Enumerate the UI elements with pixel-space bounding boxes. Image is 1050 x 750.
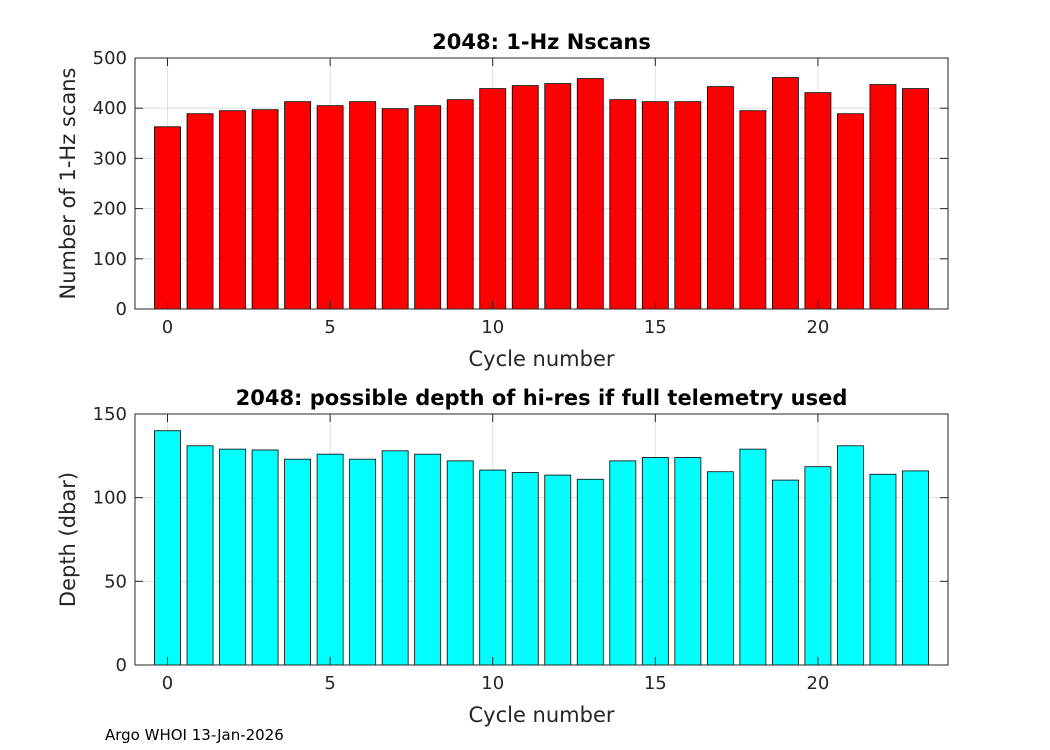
chart2-bar-0 [154,430,181,666]
chart2-bar-6 [349,458,377,666]
chart2-bar-2 [219,448,246,666]
chart2-bar-16 [674,457,702,666]
chart1-bar-8 [414,105,442,310]
chart2-bar-15 [641,457,669,666]
chart1-bar-11 [511,85,539,310]
chart1-bar-4 [284,101,312,310]
chart1-bar-18 [739,110,767,310]
chart1-bar-6 [349,101,377,310]
chart1-y-tick-label: 500 [93,48,127,69]
chart2-bar-9 [446,460,474,666]
chart2-axes-frame [134,413,949,666]
chart1-bar-0 [154,126,181,310]
chart2-bar-8 [414,453,442,666]
chart1-y-tick-label: 400 [93,98,127,119]
chart2-x-tick-label: 10 [481,673,504,694]
chart1-x-axis-label: Cycle number [468,347,614,371]
chart1-bar-5 [316,105,344,310]
chart1-bar-2 [219,110,246,310]
chart2-x-tick-label: 5 [324,673,335,694]
chart2-y-tick-label: 0 [116,655,127,676]
footer-text: Argo WHOI 13-Jan-2026 [105,726,284,744]
chart1-bar-17 [706,86,734,310]
chart2-bar-1 [186,445,214,666]
chart2-y-tick-label: 150 [93,404,127,425]
chart1-bar-23 [902,88,929,310]
chart2-bar-17 [706,471,734,666]
chart2-bar-22 [869,473,897,666]
chart2-y-axis-label: Depth (dbar) [56,472,80,607]
chart2-bar-18 [739,448,767,666]
chart2-bar-7 [381,450,409,666]
chart1-bar-12 [544,83,572,310]
chart2-x-axis-label: Cycle number [468,703,614,727]
chart1-bar-1 [186,113,214,310]
chart2-bar-10 [479,469,507,666]
chart1-bar-21 [837,113,864,310]
chart1-bar-20 [804,92,832,310]
chart1-bar-14 [609,99,637,310]
chart2-bar-13 [576,478,604,666]
chart1-y-axis-label: Number of 1-Hz scans [56,68,80,300]
chart2-bar-11 [511,472,539,666]
chart1-y-tick-label: 0 [116,299,127,320]
chart1-bar-13 [576,78,604,310]
chart2-x-tick-label: 0 [162,673,173,694]
chart2-bar-21 [837,445,864,666]
chart1-axes-frame [134,57,949,310]
chart1-bar-15 [641,101,669,310]
chart1-title: 2048: 1-Hz Nscans [432,30,651,54]
chart1-bar-19 [771,77,799,310]
chart2-bar-20 [804,466,832,666]
chart1-x-tick-label: 10 [481,317,504,338]
chart2-x-tick-label: 20 [806,673,829,694]
chart1-x-tick-label: 5 [324,317,335,338]
chart2-bar-19 [771,479,799,666]
chart1-bar-16 [674,101,702,310]
chart2-y-tick-label: 100 [93,488,127,509]
chart1-bar-7 [381,108,409,310]
chart2-bar-4 [284,458,312,666]
chart1-x-tick-label: 20 [806,317,829,338]
chart1-bar-9 [446,99,474,310]
chart1-bar-22 [869,84,897,310]
chart2-bar-14 [609,460,637,666]
chart2-y-tick-label: 50 [104,571,127,592]
chart2-bar-23 [902,470,929,666]
chart1-bar-3 [251,109,279,310]
chart2-bar-12 [544,474,572,666]
chart1-bar-10 [479,88,507,310]
chart1-y-tick-label: 300 [93,148,127,169]
chart1-x-tick-label: 0 [162,317,173,338]
chart2-bar-3 [251,449,279,666]
chart1-y-tick-label: 200 [93,199,127,220]
chart2-bar-5 [316,453,344,666]
chart2-x-tick-label: 15 [644,673,667,694]
chart2-title: 2048: possible depth of hi-res if full t… [236,386,848,410]
chart1-x-tick-label: 15 [644,317,667,338]
chart1-y-tick-label: 100 [93,249,127,270]
